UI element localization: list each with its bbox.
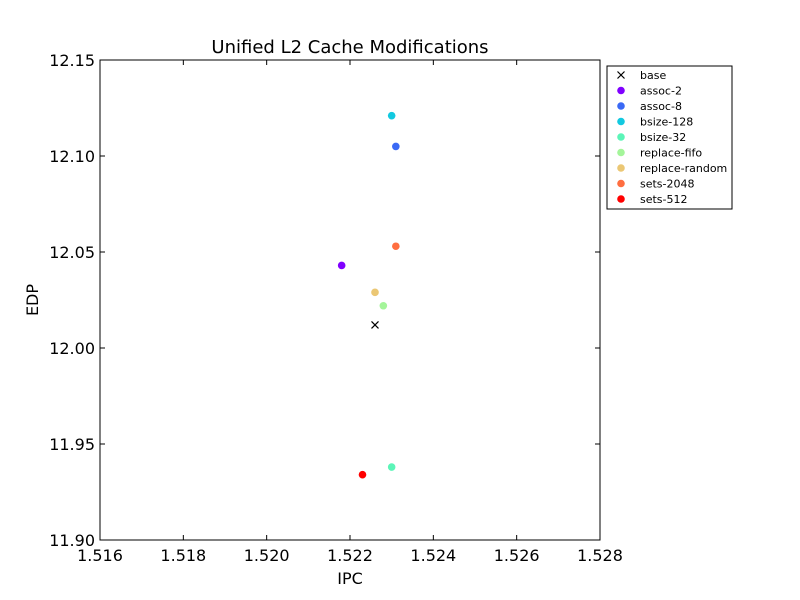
legend-marker-stroke: [617, 71, 625, 79]
legend-box: [606, 65, 733, 210]
point-bsize-128: [387, 111, 396, 120]
legend-marker-assoc-8: [617, 102, 625, 110]
x-tick-label: 1.526: [494, 546, 540, 565]
y-tick-label: 11.90: [49, 531, 95, 550]
y-tick-label: 12.15: [49, 51, 95, 70]
legend-label-replace-fifo: replace-fifo: [640, 147, 702, 160]
point-base: [371, 321, 379, 329]
legend-label-bsize-32: bsize-32: [640, 131, 686, 144]
chart-title: Unified L2 Cache Modifications: [211, 37, 488, 58]
legend-marker-replace-random: [617, 164, 625, 172]
point-stroke: [371, 321, 379, 329]
legend-marker-sets-2048: [617, 179, 625, 188]
point-sets-2048: [392, 242, 400, 251]
y-tick-label: 12.10: [49, 147, 95, 166]
y-axis-label: EDP: [23, 284, 42, 316]
x-tick-label: 1.522: [327, 546, 373, 565]
point-assoc-8: [392, 142, 400, 151]
ticks: 1.516 1.518 1.520 1.522 1.524 1.526 1.528 11.90…: [49, 51, 623, 565]
legend-label-assoc-2: assoc-2: [640, 85, 682, 98]
y-tick-label: 12.05: [49, 243, 95, 262]
x-tick-label: 1.524: [410, 546, 456, 565]
legend-marker-sets-512: [617, 195, 625, 203]
legend-marker-assoc-2: [617, 86, 625, 95]
point-replace-fifo: [379, 301, 388, 310]
point-assoc-2: [337, 261, 346, 270]
legend: base assoc-2 assoc-8 bsize-128 bsize-32 repla…: [606, 65, 733, 210]
x-tick-label: 1.516: [77, 546, 123, 565]
x-tick-label: 1.518: [160, 546, 206, 565]
legend-label-sets-512: sets-512: [640, 193, 688, 206]
point-sets-512: [358, 470, 367, 479]
legend-label-replace-random: replace-random: [640, 162, 727, 175]
point-replace-random: [371, 288, 379, 297]
legend-label-assoc-8: assoc-8: [640, 100, 682, 113]
x-tick-label: 1.520: [244, 546, 290, 565]
y-tick-label: 11.95: [49, 435, 95, 454]
x-axis-label: IPC: [337, 569, 363, 588]
legend-marker-bsize-128: [617, 117, 625, 126]
legend-marker-base: [617, 71, 625, 79]
data-points: [337, 111, 400, 479]
legend-label-bsize-128: bsize-128: [640, 116, 693, 129]
legend-marker-bsize-32: [617, 133, 625, 141]
legend-label-base: base: [640, 69, 666, 82]
point-bsize-32: [387, 463, 396, 471]
x-tick-label: 1.528: [577, 546, 623, 565]
legend-marker-replace-fifo: [617, 148, 625, 157]
plot-frame: [99, 59, 601, 541]
y-tick-label: 12.00: [49, 339, 95, 358]
legend-label-sets-2048: sets-2048: [640, 178, 695, 191]
